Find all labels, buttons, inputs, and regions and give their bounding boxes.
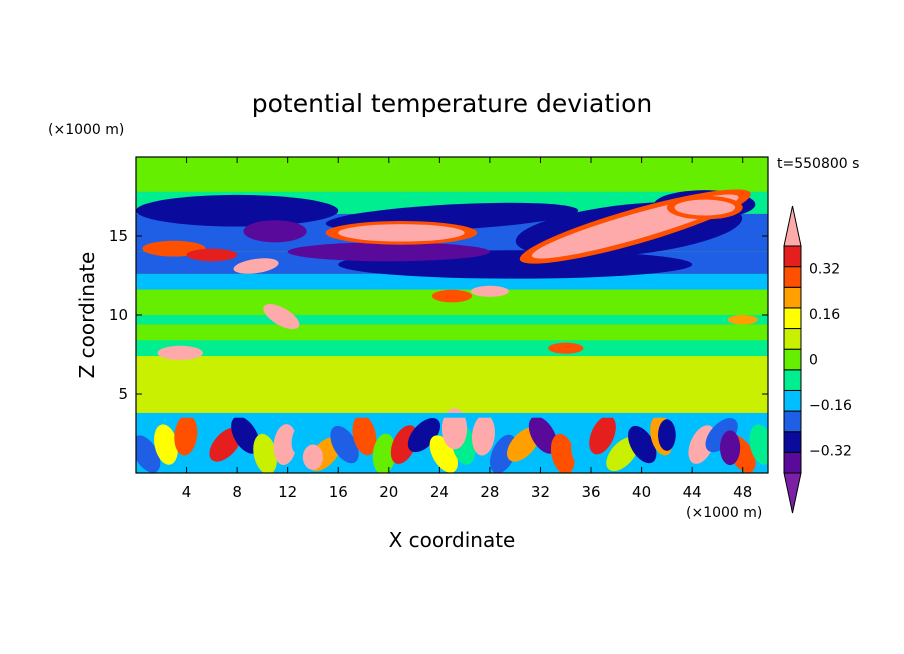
x-tick-label: 36 bbox=[581, 483, 600, 501]
colorbar-label: 0.16 bbox=[809, 307, 840, 323]
x-tick-label: 24 bbox=[430, 483, 449, 501]
colorbar-box bbox=[783, 348, 802, 371]
y-axis: 5 10 15 bbox=[109, 227, 768, 403]
x-tick-label: 40 bbox=[632, 483, 651, 501]
x-tick-label: 8 bbox=[232, 483, 242, 501]
colorbar: 0.32 0.16 0 −0.16 −0.32 bbox=[783, 205, 852, 514]
colorbar-box bbox=[783, 328, 802, 350]
x-tick-label: 44 bbox=[683, 483, 702, 501]
x-unit-label: (×1000 m) bbox=[686, 505, 762, 521]
y-tick-label: 5 bbox=[118, 385, 128, 403]
colorbar-box bbox=[783, 245, 802, 268]
time-label: t=550800 s bbox=[777, 156, 859, 172]
z-unit-label: (×1000 m) bbox=[48, 122, 124, 138]
colorbar-label: −0.32 bbox=[809, 443, 852, 459]
colorbar-box bbox=[783, 369, 802, 391]
colorbar-bottom-triangle bbox=[783, 472, 802, 514]
x-tick-label: 28 bbox=[480, 483, 499, 501]
x-tick-label: 4 bbox=[182, 483, 192, 501]
x-tick-label: 16 bbox=[329, 483, 348, 501]
colorbar-label: 0.32 bbox=[809, 262, 840, 278]
x-axis-label: X coordinate bbox=[389, 528, 516, 552]
x-tick-label: 48 bbox=[733, 483, 752, 501]
colorbar-box bbox=[783, 389, 802, 412]
colorbar-label: −0.16 bbox=[809, 398, 852, 414]
colorbar-box bbox=[783, 410, 802, 433]
x-tick-label: 32 bbox=[531, 483, 550, 501]
x-tick-label: 20 bbox=[379, 483, 398, 501]
chart-title: potential temperature deviation bbox=[252, 89, 652, 118]
x-axis: 4 8 12 16 20 24 28 32 36 40 44 48 bbox=[182, 157, 752, 501]
y-tick-label: 15 bbox=[109, 227, 128, 245]
x-tick-label: 12 bbox=[278, 483, 297, 501]
colorbar-box bbox=[783, 286, 802, 309]
colorbar-top-triangle bbox=[783, 205, 802, 247]
colorbar-box bbox=[783, 307, 802, 330]
colorbar-box bbox=[783, 266, 802, 288]
colorbar-label: 0 bbox=[809, 353, 818, 369]
contour-field bbox=[136, 157, 768, 473]
y-axis-label: Z coordinate bbox=[75, 252, 99, 379]
y-tick-label: 10 bbox=[109, 306, 128, 324]
colorbar-box bbox=[783, 451, 802, 474]
colorbar-box bbox=[783, 431, 802, 453]
